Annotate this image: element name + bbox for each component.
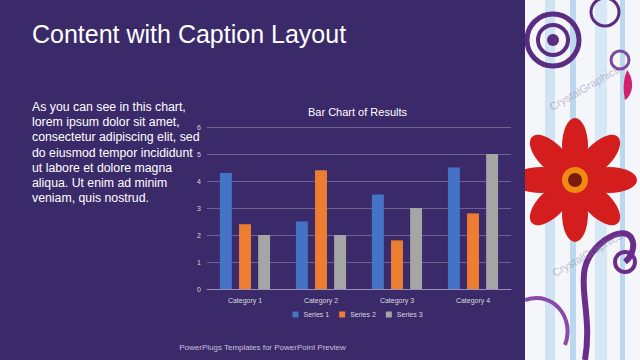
- svg-text:0: 0: [197, 286, 201, 293]
- svg-text:3: 3: [197, 205, 201, 212]
- svg-text:2: 2: [197, 232, 201, 239]
- svg-text:Category 3: Category 3: [380, 297, 414, 305]
- svg-text:Category 4: Category 4: [456, 297, 490, 305]
- svg-text:6: 6: [197, 124, 201, 131]
- svg-text:1: 1: [197, 259, 201, 266]
- svg-text:4: 4: [197, 178, 201, 185]
- svg-text:Series 1: Series 1: [303, 311, 329, 318]
- svg-text:5: 5: [197, 151, 201, 158]
- svg-text:Series 3: Series 3: [397, 311, 423, 318]
- svg-text:Category 1: Category 1: [228, 297, 262, 305]
- svg-text:Bar Chart of Results: Bar Chart of Results: [308, 106, 408, 118]
- svg-text:Category 2: Category 2: [304, 297, 338, 305]
- svg-text:Series 2: Series 2: [350, 311, 376, 318]
